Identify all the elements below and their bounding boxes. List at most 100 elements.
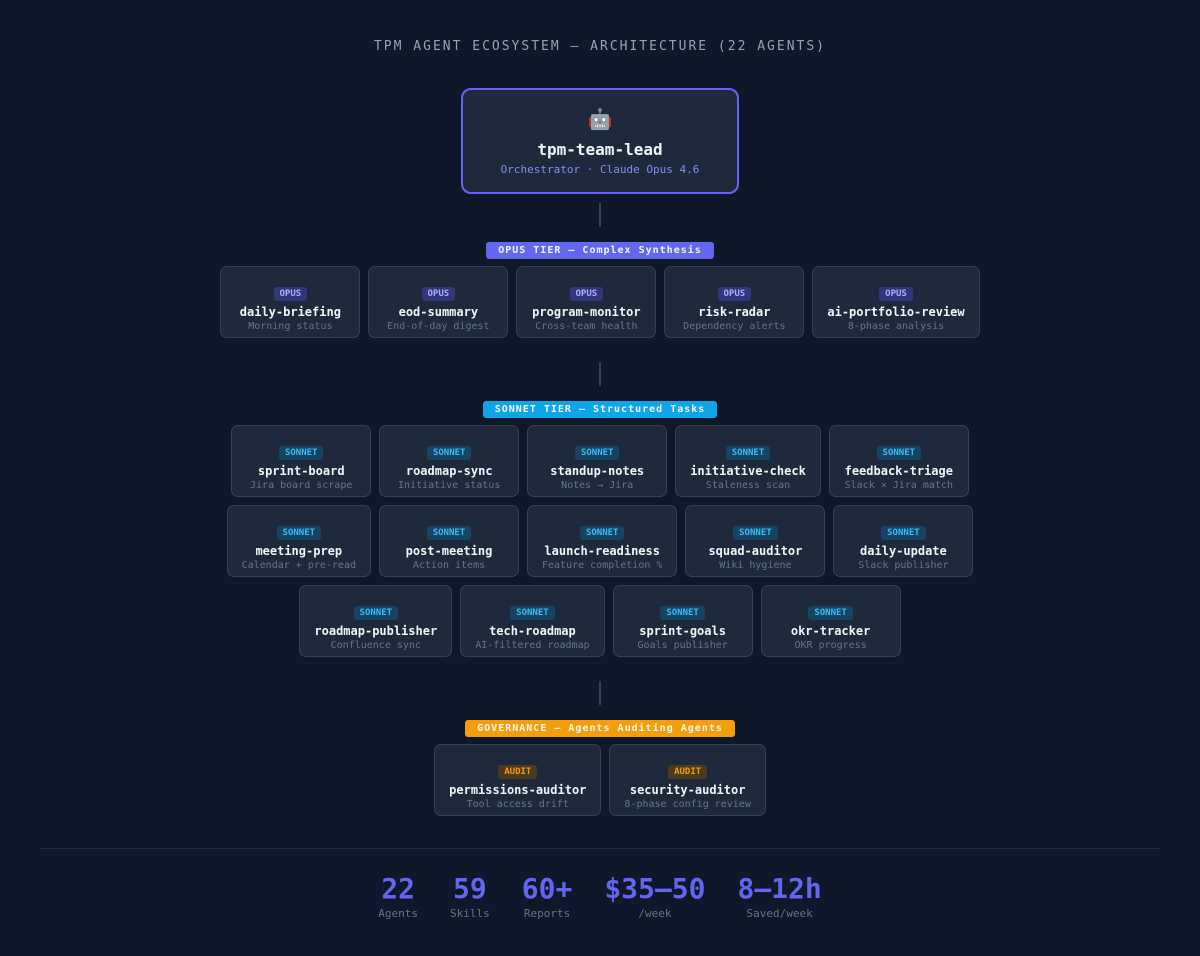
agent-card-initiative-check: SONNET initiative-check Staleness scan bbox=[675, 425, 821, 497]
agent-description: Jira board scrape bbox=[250, 480, 353, 491]
agent-description: Calendar + pre-read bbox=[241, 560, 356, 571]
agent-name: daily-briefing bbox=[239, 305, 341, 319]
tier-tag: SONNET bbox=[510, 606, 555, 620]
tier-header: OPUS TIER — Complex Synthesis bbox=[0, 238, 1200, 259]
agent-card-roadmap-sync: SONNET roadmap-sync Initiative status bbox=[379, 425, 520, 497]
agent-card-tech-roadmap: SONNET tech-roadmap AI-filtered roadmap bbox=[460, 585, 605, 657]
agent-name: risk-radar bbox=[698, 305, 771, 319]
tier-tag: SONNET bbox=[276, 526, 322, 540]
stat-item: 8–12h Saved/week bbox=[737, 872, 821, 920]
stats-bar: 22 Agents 59 Skills 60+ Reports $35–50 /wee… bbox=[0, 872, 1200, 920]
agent-card-eod-summary: OPUS eod-summary End-of-day digest bbox=[368, 266, 509, 338]
connector-line bbox=[599, 362, 601, 386]
agent-description: Staleness scan bbox=[705, 480, 791, 491]
stat-label: /week bbox=[638, 907, 672, 920]
agent-card-ai-portfolio-review: OPUS ai-portfolio-review 8-phase analysi… bbox=[812, 266, 980, 338]
agent-description: Action items bbox=[412, 560, 486, 571]
agent-name: permissions-auditor bbox=[449, 783, 587, 797]
tier-tag: OPUS bbox=[273, 287, 308, 301]
connector-line bbox=[599, 681, 601, 705]
stat-label: Skills bbox=[449, 907, 490, 920]
tier-tag: OPUS bbox=[569, 287, 604, 301]
stat-item: 60+ Reports bbox=[522, 872, 573, 920]
stat-item: 59 Skills bbox=[450, 872, 490, 920]
tier-header: SONNET TIER — Structured Tasks bbox=[0, 397, 1200, 418]
agent-name: launch-readiness bbox=[544, 544, 660, 558]
agent-description: Slack × Jira match bbox=[844, 480, 953, 491]
tier-tag: SONNET bbox=[808, 606, 853, 620]
agent-card-daily-briefing: OPUS daily-briefing Morning status bbox=[220, 266, 361, 338]
tier-tag: SONNET bbox=[725, 446, 771, 460]
agent-description: 8-phase config review bbox=[624, 799, 751, 810]
agent-card-daily-update: SONNET daily-update Slack publisher bbox=[833, 505, 974, 577]
agent-name: security-auditor bbox=[629, 783, 746, 797]
tier-tag: AUDIT bbox=[498, 765, 538, 779]
stat-value: 59 bbox=[453, 872, 487, 905]
agent-name: feedback-triage bbox=[844, 464, 953, 478]
agent-description: Morning status bbox=[248, 321, 333, 332]
agent-name: initiative-check bbox=[690, 464, 806, 478]
stat-label: Agents bbox=[378, 907, 418, 920]
tier-tag: SONNET bbox=[353, 606, 399, 620]
agent-description: Feature completion % bbox=[541, 560, 663, 571]
agent-name: eod-summary bbox=[398, 305, 479, 319]
agent-name: post-meeting bbox=[405, 544, 493, 558]
stat-item: 22 Agents bbox=[378, 872, 418, 920]
agent-card-program-monitor: OPUS program-monitor Cross-team health bbox=[516, 266, 657, 338]
agent-card-sprint-board: SONNET sprint-board Jira board scrape bbox=[231, 425, 372, 497]
agent-card-post-meeting: SONNET post-meeting Action items bbox=[378, 505, 519, 577]
agent-name: squad-auditor bbox=[708, 544, 803, 558]
agent-card-sprint-goals: SONNET sprint-goals Goals publisher bbox=[612, 585, 753, 657]
agent-row: OPUS daily-briefing Morning status OPUS e… bbox=[0, 266, 1200, 338]
tier-tag: OPUS bbox=[421, 287, 456, 301]
agent-card-permissions-auditor: AUDIT permissions-auditor Tool access dr… bbox=[434, 744, 602, 816]
agent-description: Tool access drift bbox=[466, 799, 569, 810]
agent-name: sprint-board bbox=[257, 464, 345, 478]
stat-label: Reports bbox=[523, 907, 571, 920]
diagram-title: TPM AGENT ECOSYSTEM — ARCHITECTURE (22 A… bbox=[373, 39, 827, 54]
robot-icon: 🤖 bbox=[587, 107, 613, 131]
agent-description: Dependency alerts bbox=[683, 321, 786, 332]
agent-name: roadmap-sync bbox=[405, 464, 493, 478]
agent-row: SONNET roadmap-publisher Confluence sync… bbox=[0, 585, 1200, 657]
agent-card-security-auditor: AUDIT security-auditor 8-phase config re… bbox=[609, 744, 766, 816]
connector-line bbox=[599, 203, 601, 227]
agent-name: meeting-prep bbox=[255, 544, 343, 558]
agent-description: 8-phase analysis bbox=[847, 321, 945, 332]
agent-name: roadmap-publisher bbox=[314, 624, 438, 638]
agent-description: Cross-team health bbox=[535, 321, 638, 332]
tier-tag: OPUS bbox=[717, 287, 752, 301]
agent-name: sprint-goals bbox=[639, 624, 726, 638]
agent-row: SONNET sprint-board Jira board scrape SON… bbox=[0, 425, 1200, 497]
agent-row: SONNET meeting-prep Calendar + pre-read S… bbox=[0, 505, 1200, 577]
agent-card-feedback-triage: SONNET feedback-triage Slack × Jira matc… bbox=[828, 425, 969, 497]
stat-value: 60+ bbox=[521, 872, 573, 905]
tier-tag: SONNET bbox=[579, 526, 625, 540]
agent-description: Slack publisher bbox=[858, 560, 949, 571]
agent-name: okr-tracker bbox=[790, 624, 871, 638]
agent-description: Notes → Jira bbox=[561, 480, 634, 491]
tier-tag: SONNET bbox=[881, 526, 926, 540]
orchestrator-node: 🤖 tpm-team-lead Orchestrator · Claude Op… bbox=[461, 88, 739, 194]
tier-label: OPUS TIER — Complex Synthesis bbox=[486, 242, 714, 259]
agent-card-risk-radar: OPUS risk-radar Dependency alerts bbox=[664, 266, 805, 338]
tier-header: GOVERNANCE — Agents Auditing Agents bbox=[0, 716, 1200, 737]
tier-tag: SONNET bbox=[876, 446, 922, 460]
agent-name: ai-portfolio-review bbox=[827, 305, 965, 319]
agent-description: Confluence sync bbox=[330, 640, 421, 651]
agent-card-meeting-prep: SONNET meeting-prep Calendar + pre-read bbox=[226, 505, 371, 577]
agent-card-roadmap-publisher: SONNET roadmap-publisher Confluence sync bbox=[299, 585, 453, 657]
tier-tag: SONNET bbox=[660, 606, 705, 620]
agent-description: End-of-day digest bbox=[387, 321, 490, 332]
agent-name: tech-roadmap bbox=[489, 624, 576, 638]
tier-tag: SONNET bbox=[733, 526, 778, 540]
orchestrator-name: tpm-team-lead bbox=[537, 140, 663, 159]
tier-tag: OPUS bbox=[879, 287, 913, 301]
agent-description: OKR progress bbox=[794, 640, 867, 651]
agent-card-okr-tracker: SONNET okr-tracker OKR progress bbox=[760, 585, 901, 657]
orchestrator-subtitle: Orchestrator · Claude Opus 4.6 bbox=[500, 163, 700, 176]
tier-tag: SONNET bbox=[426, 526, 472, 540]
tier-label: SONNET TIER — Structured Tasks bbox=[482, 401, 718, 418]
stat-item: $35–50 /week bbox=[604, 872, 705, 920]
agent-description: Wiki hygiene bbox=[719, 560, 792, 571]
